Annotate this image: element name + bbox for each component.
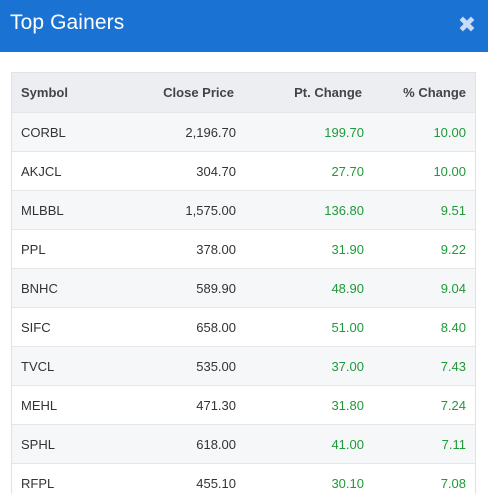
gainers-table-container: Symbol Close Price Pt. Change % Change C…: [11, 72, 476, 494]
cell-close-price: 471.30: [121, 385, 237, 425]
column-header-pt-change[interactable]: Pt. Change: [237, 73, 365, 113]
table-header-row: Symbol Close Price Pt. Change % Change: [12, 73, 475, 113]
table-row[interactable]: SPHL 618.00 41.00 7.11: [12, 424, 475, 464]
table-row[interactable]: RFPL 455.10 30.10 7.08: [12, 463, 475, 494]
cell-symbol[interactable]: AKJCL: [12, 151, 121, 191]
cell-pt-change: 37.00: [237, 346, 365, 386]
table-row[interactable]: CORBL 2,196.70 199.70 10.00: [12, 112, 475, 152]
cell-pct-change: 7.11: [365, 424, 475, 464]
table-row[interactable]: TVCL 535.00 37.00 7.43: [12, 346, 475, 386]
cell-close-price: 535.00: [121, 346, 237, 386]
cell-pct-change: 7.24: [365, 385, 475, 425]
modal-header: Top Gainers ✖: [0, 0, 488, 52]
cell-pct-change: 10.00: [365, 151, 475, 191]
cell-close-price: 589.90: [121, 268, 237, 308]
modal-title: Top Gainers: [10, 11, 125, 34]
table-row[interactable]: SIFC 658.00 51.00 8.40: [12, 307, 475, 347]
table-row[interactable]: AKJCL 304.70 27.70 10.00: [12, 151, 475, 191]
column-header-close-price[interactable]: Close Price: [121, 73, 237, 113]
gainers-table: Symbol Close Price Pt. Change % Change C…: [12, 73, 475, 494]
cell-pct-change: 9.51: [365, 190, 475, 230]
cell-close-price: 618.00: [121, 424, 237, 464]
cell-symbol[interactable]: MLBBL: [12, 190, 121, 230]
cell-symbol[interactable]: CORBL: [12, 112, 121, 152]
column-header-pct-change[interactable]: % Change: [365, 73, 475, 113]
cell-symbol[interactable]: PPL: [12, 229, 121, 269]
cell-close-price: 658.00: [121, 307, 237, 347]
cell-close-price: 1,575.00: [121, 190, 237, 230]
cell-pt-change: 31.90: [237, 229, 365, 269]
table-row[interactable]: BNHC 589.90 48.90 9.04: [12, 268, 475, 308]
cell-close-price: 455.10: [121, 463, 237, 494]
close-button[interactable]: ✖: [456, 13, 478, 37]
cell-pt-change: 136.80: [237, 190, 365, 230]
cell-symbol[interactable]: TVCL: [12, 346, 121, 386]
cell-pt-change: 199.70: [237, 112, 365, 152]
cell-close-price: 304.70: [121, 151, 237, 191]
cell-pct-change: 7.43: [365, 346, 475, 386]
cell-pct-change: 9.04: [365, 268, 475, 308]
cell-symbol[interactable]: MEHL: [12, 385, 121, 425]
table-row[interactable]: MEHL 471.30 31.80 7.24: [12, 385, 475, 425]
cell-pt-change: 48.90: [237, 268, 365, 308]
cell-pt-change: 30.10: [237, 463, 365, 494]
table-row[interactable]: MLBBL 1,575.00 136.80 9.51: [12, 190, 475, 230]
column-header-symbol[interactable]: Symbol: [12, 73, 121, 113]
cell-pct-change: 8.40: [365, 307, 475, 347]
cell-close-price: 378.00: [121, 229, 237, 269]
cell-pt-change: 31.80: [237, 385, 365, 425]
cell-symbol[interactable]: SIFC: [12, 307, 121, 347]
close-icon: ✖: [457, 12, 477, 37]
cell-pct-change: 9.22: [365, 229, 475, 269]
cell-pt-change: 27.70: [237, 151, 365, 191]
cell-pt-change: 41.00: [237, 424, 365, 464]
cell-symbol[interactable]: SPHL: [12, 424, 121, 464]
cell-symbol[interactable]: RFPL: [12, 463, 121, 494]
cell-close-price: 2,196.70: [121, 112, 237, 152]
cell-symbol[interactable]: BNHC: [12, 268, 121, 308]
table-row[interactable]: PPL 378.00 31.90 9.22: [12, 229, 475, 269]
cell-pct-change: 10.00: [365, 112, 475, 152]
cell-pct-change: 7.08: [365, 463, 475, 494]
cell-pt-change: 51.00: [237, 307, 365, 347]
